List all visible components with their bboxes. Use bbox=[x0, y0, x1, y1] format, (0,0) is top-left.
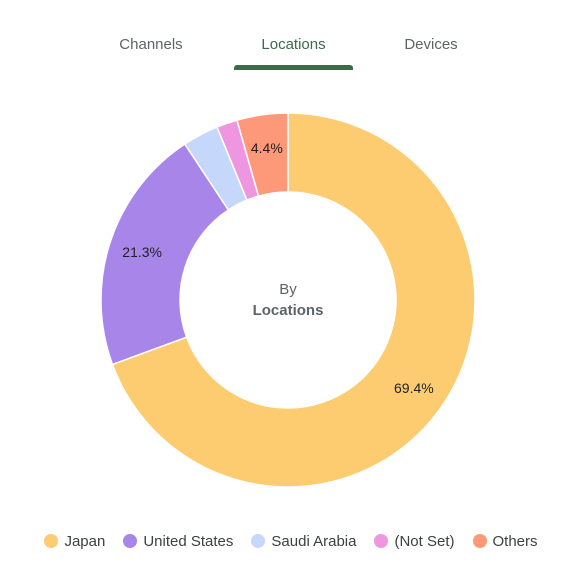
legend-swatch-others bbox=[472, 534, 487, 548]
tab-devices[interactable]: Devices bbox=[404, 36, 458, 53]
tab-channels[interactable]: Channels bbox=[119, 36, 183, 53]
slice-japan[interactable] bbox=[111, 112, 476, 488]
data-label-japan: 69.4% bbox=[394, 380, 434, 396]
legend-label-others: Others bbox=[492, 532, 538, 550]
legend-item-saudi-arabia[interactable]: Saudi Arabia bbox=[251, 533, 356, 550]
center-label-prefix: By bbox=[279, 281, 297, 298]
legend-item-not-set[interactable]: (Not Set) bbox=[374, 532, 455, 550]
legend-swatch-japan bbox=[44, 534, 59, 548]
legend-label-japan: Japan bbox=[64, 532, 106, 550]
data-label-united-states: 21.3% bbox=[122, 244, 162, 260]
chart-legend: Japan United States Saudi Arabia (Not Set) O… bbox=[0, 530, 582, 552]
legend-item-united-states[interactable]: United States bbox=[123, 533, 233, 550]
center-label-title: Locations bbox=[252, 302, 324, 319]
legend-item-others[interactable]: Others bbox=[472, 532, 538, 550]
legend-swatch-saudi-arabia bbox=[251, 534, 266, 548]
data-label-others: 4.4% bbox=[251, 140, 283, 156]
donut-chart: 69.4% 21.3% 4.4% bbox=[100, 112, 476, 488]
legend-swatch-united-states bbox=[123, 534, 138, 548]
legend-item-japan[interactable]: Japan bbox=[44, 533, 105, 550]
slice-others[interactable] bbox=[236, 112, 289, 198]
legend-label-not-set: (Not Set) bbox=[394, 532, 455, 550]
legend-label-united-states: United States bbox=[143, 532, 234, 550]
active-tab-indicator bbox=[234, 65, 353, 70]
legend-label-saudi-arabia: Saudi Arabia bbox=[271, 532, 357, 550]
slice-united-states[interactable] bbox=[100, 142, 230, 366]
tab-bar: Channels Locations Devices bbox=[0, 0, 582, 72]
tab-locations[interactable]: Locations bbox=[261, 36, 326, 53]
legend-swatch-not-set bbox=[374, 534, 389, 548]
